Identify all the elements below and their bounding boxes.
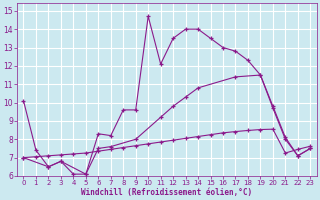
X-axis label: Windchill (Refroidissement éolien,°C): Windchill (Refroidissement éolien,°C): [81, 188, 252, 197]
